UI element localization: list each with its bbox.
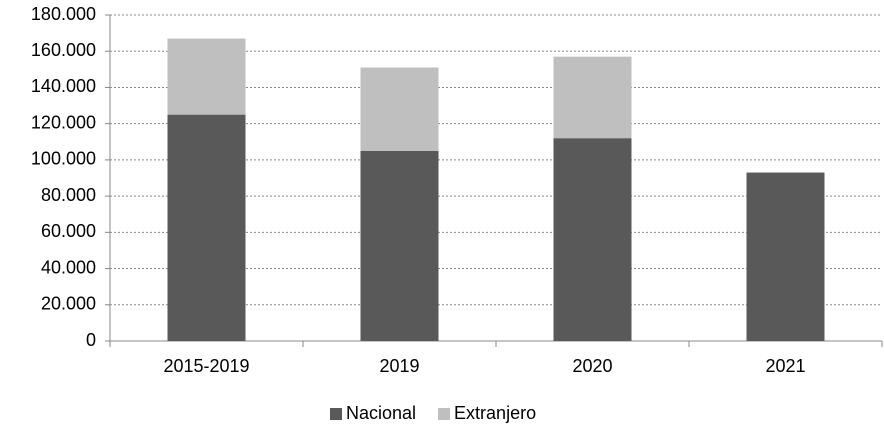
bar-segment <box>167 38 246 115</box>
x-tick-label: 2021 <box>765 356 805 376</box>
bar-segment <box>553 138 632 341</box>
bar-segment <box>167 114 246 341</box>
y-tick-label: 140.000 <box>31 76 96 96</box>
x-tick-label: 2020 <box>572 356 612 376</box>
bar-segment <box>360 150 439 341</box>
bar-segment <box>746 172 825 341</box>
y-tick-label: 120.000 <box>31 112 96 132</box>
y-tick-label: 180.000 <box>31 4 96 24</box>
bar-segment <box>553 56 632 139</box>
y-tick-label: 80.000 <box>41 185 96 205</box>
legend-swatch <box>330 408 342 420</box>
y-tick-label: 20.000 <box>41 294 96 314</box>
legend-swatch <box>438 408 451 420</box>
y-tick-label: 0 <box>86 330 96 350</box>
y-tick-label: 60.000 <box>41 221 96 241</box>
y-tick-label: 100.000 <box>31 149 96 169</box>
y-tick-label: 40.000 <box>41 257 96 277</box>
legend-label: Nacional <box>346 403 416 423</box>
y-tick-label: 160.000 <box>31 40 96 60</box>
legend-label: Extranjero <box>454 403 536 423</box>
x-tick-label: 2019 <box>379 356 419 376</box>
x-tick-label: 2015-2019 <box>163 356 249 376</box>
bar-segment <box>360 67 439 151</box>
